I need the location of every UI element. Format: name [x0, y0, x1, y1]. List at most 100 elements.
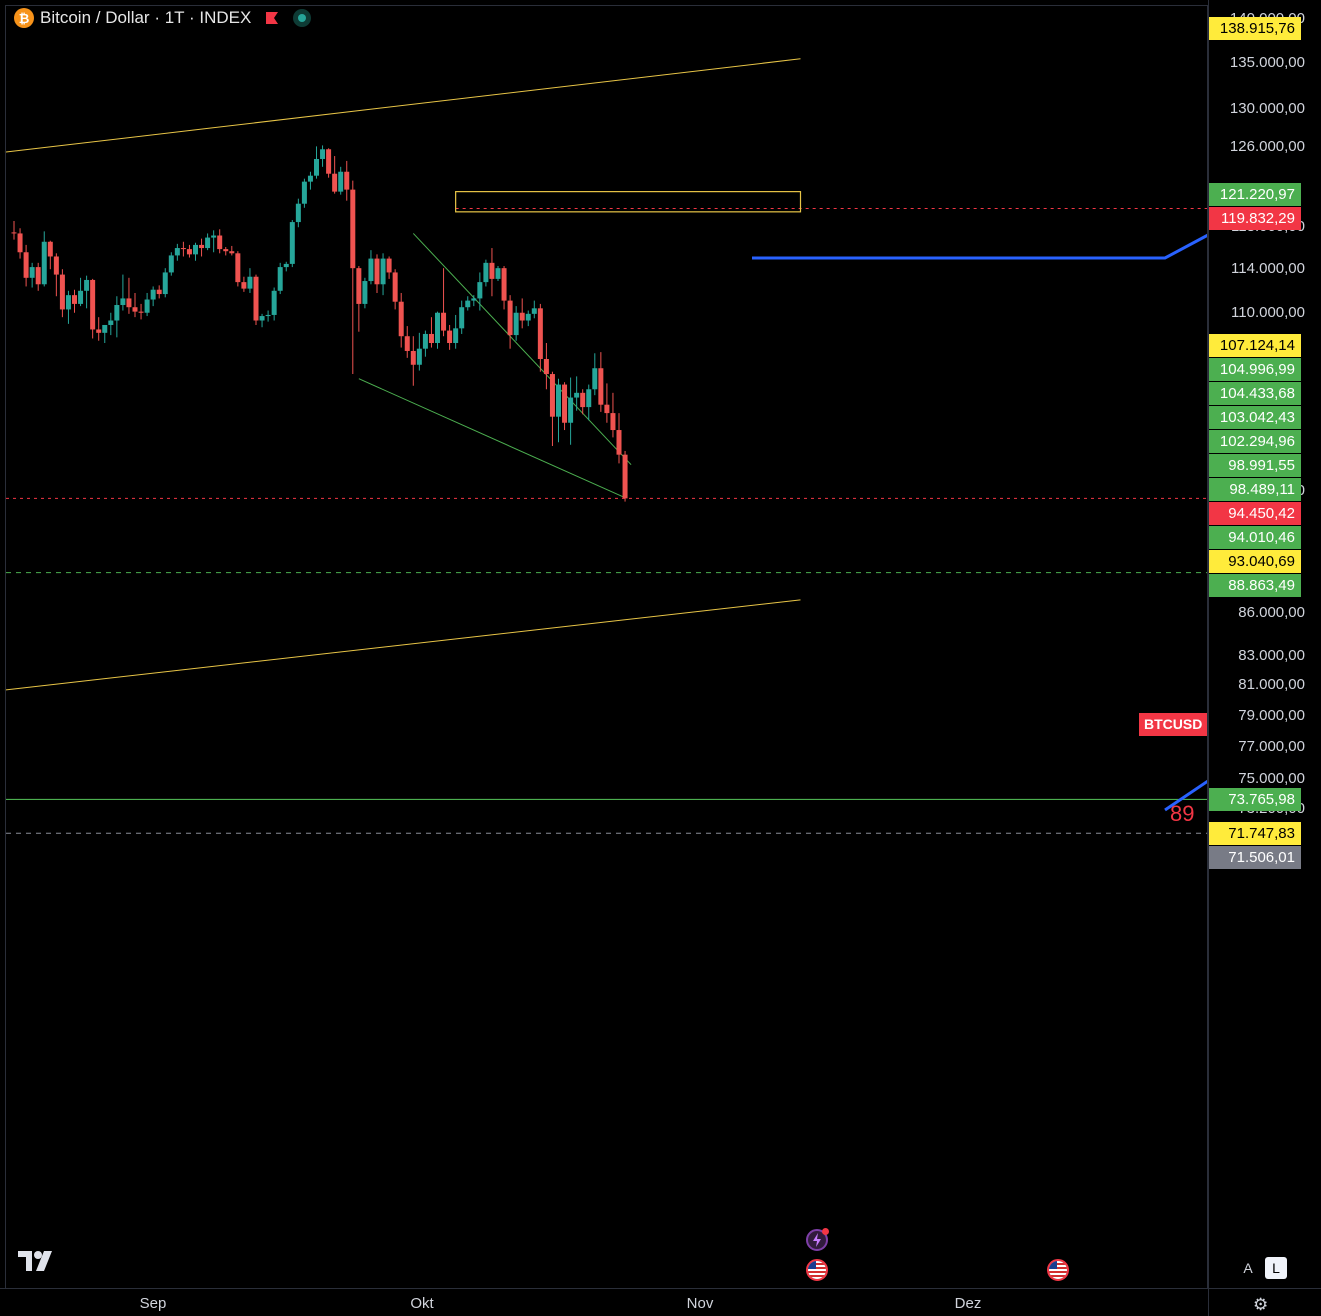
candle-body: [72, 295, 77, 304]
flag-icon[interactable]: [265, 11, 279, 25]
settings-gear-icon[interactable]: ⚙: [1253, 1295, 1269, 1314]
price-tick-label: 135.000,00: [1229, 54, 1305, 72]
candle-body: [562, 384, 568, 423]
candle-body: [483, 262, 489, 283]
candle-body: [374, 258, 380, 285]
candle-body: [150, 289, 156, 300]
tradingview-logo[interactable]: [18, 1249, 58, 1273]
candle-body: [568, 397, 574, 423]
candle-body: [622, 454, 628, 499]
time-label-dez: Dez: [954, 1295, 982, 1312]
candle-body: [507, 300, 513, 336]
log-scale-button[interactable]: L: [1265, 1257, 1287, 1279]
candle-body: [549, 374, 555, 417]
candle-body: [59, 274, 65, 310]
candle-body: [17, 233, 23, 253]
level-note: 89: [1170, 801, 1195, 826]
us-flag-event-icon-2[interactable]: [1047, 1259, 1069, 1281]
candle-body: [259, 316, 265, 321]
candle-body: [471, 298, 477, 301]
us-flag-event-icon[interactable]: [806, 1259, 828, 1281]
price-tag: 102.294,96: [1209, 429, 1301, 453]
candle-body: [441, 312, 447, 331]
candle-body: [186, 249, 192, 255]
candle-body: [114, 305, 120, 321]
candle-body: [344, 171, 350, 190]
candle-body: [513, 312, 519, 336]
price-tag: 104.996,99: [1209, 357, 1301, 381]
candle-body: [301, 181, 307, 204]
candle-body: [23, 252, 29, 278]
candle-body: [537, 308, 543, 360]
time-label-nov: Nov: [686, 1295, 714, 1312]
price-tag: 71.747,83: [1209, 821, 1301, 845]
candle-body: [108, 320, 114, 325]
price-tag: 93.040,69: [1209, 549, 1301, 573]
candle-body: [556, 384, 561, 417]
price-tag: 121.220,97: [1209, 182, 1301, 206]
candle-body: [404, 336, 410, 351]
candle-body: [132, 307, 138, 312]
candle-body: [368, 258, 374, 282]
channel-upper-line: [4, 58, 801, 153]
price-tag: 94.010,46: [1209, 525, 1301, 549]
candle-body: [459, 307, 465, 329]
candle-body: [223, 249, 229, 252]
candle-body: [253, 276, 259, 321]
candle-body: [271, 290, 277, 315]
price-tick-label: 75.000,00: [1238, 770, 1305, 788]
price-tag: 88.863,49: [1209, 573, 1301, 597]
candle-body: [241, 282, 247, 289]
price-tick-label: 126.000,00: [1229, 138, 1305, 156]
candle-body: [211, 235, 217, 238]
price-tag: 98.489,11: [1209, 477, 1301, 501]
bitcoin-icon: ₿: [14, 8, 34, 28]
candle-body: [616, 430, 622, 455]
candle-body: [96, 329, 102, 333]
candle-body: [332, 173, 338, 192]
candle-body: [78, 290, 84, 304]
candle-body: [193, 244, 198, 255]
candle-body: [90, 279, 96, 330]
candle-body: [356, 268, 362, 304]
candle-body: [489, 262, 495, 279]
candle-body: [168, 255, 174, 273]
candle-body: [380, 258, 386, 285]
notification-dot-icon: [822, 1228, 829, 1235]
price-tick-label: 83.000,00: [1238, 646, 1305, 664]
candle-body: [35, 267, 41, 285]
candle-body: [283, 263, 289, 268]
price-chart[interactable]: [0, 0, 1208, 1288]
time-label-okt: Okt: [410, 1295, 434, 1312]
symbol-legend[interactable]: ₿ Bitcoin / Dollar · 1T · INDEX: [14, 6, 312, 30]
candle-body: [53, 256, 59, 275]
wedge-lower-line: [358, 378, 626, 499]
candle-body: [102, 324, 108, 333]
candle-body: [531, 308, 537, 314]
resistance-zone-rect: [455, 191, 802, 213]
time-label-sep: Sep: [139, 1295, 167, 1312]
blue-path-lower: [1164, 779, 1208, 812]
price-tag: 73.765,98: [1209, 787, 1301, 811]
candle-body: [574, 392, 580, 398]
market-status-icon: [293, 9, 312, 27]
candle-body: [144, 299, 150, 313]
candle-body: [338, 171, 344, 192]
candle-body: [447, 330, 453, 344]
candle-body: [362, 281, 368, 304]
candle-body: [392, 272, 398, 302]
candle-body: [314, 158, 319, 176]
candle-body: [229, 251, 235, 254]
candle-body: [416, 348, 422, 365]
lightning-event-icon[interactable]: [806, 1228, 829, 1251]
candle-body: [162, 272, 168, 295]
symbol-price-tag: BTCUSD: [1139, 713, 1208, 736]
candle-body: [610, 413, 616, 431]
symbol-title[interactable]: Bitcoin / Dollar · 1T · INDEX: [40, 8, 252, 27]
candle-body: [29, 267, 35, 278]
candle-body: [465, 300, 471, 308]
candle-body: [592, 368, 598, 390]
auto-scale-button[interactable]: A: [1243, 1260, 1253, 1276]
price-tick-label: 130.000,00: [1229, 100, 1305, 118]
candle-body: [598, 368, 604, 405]
